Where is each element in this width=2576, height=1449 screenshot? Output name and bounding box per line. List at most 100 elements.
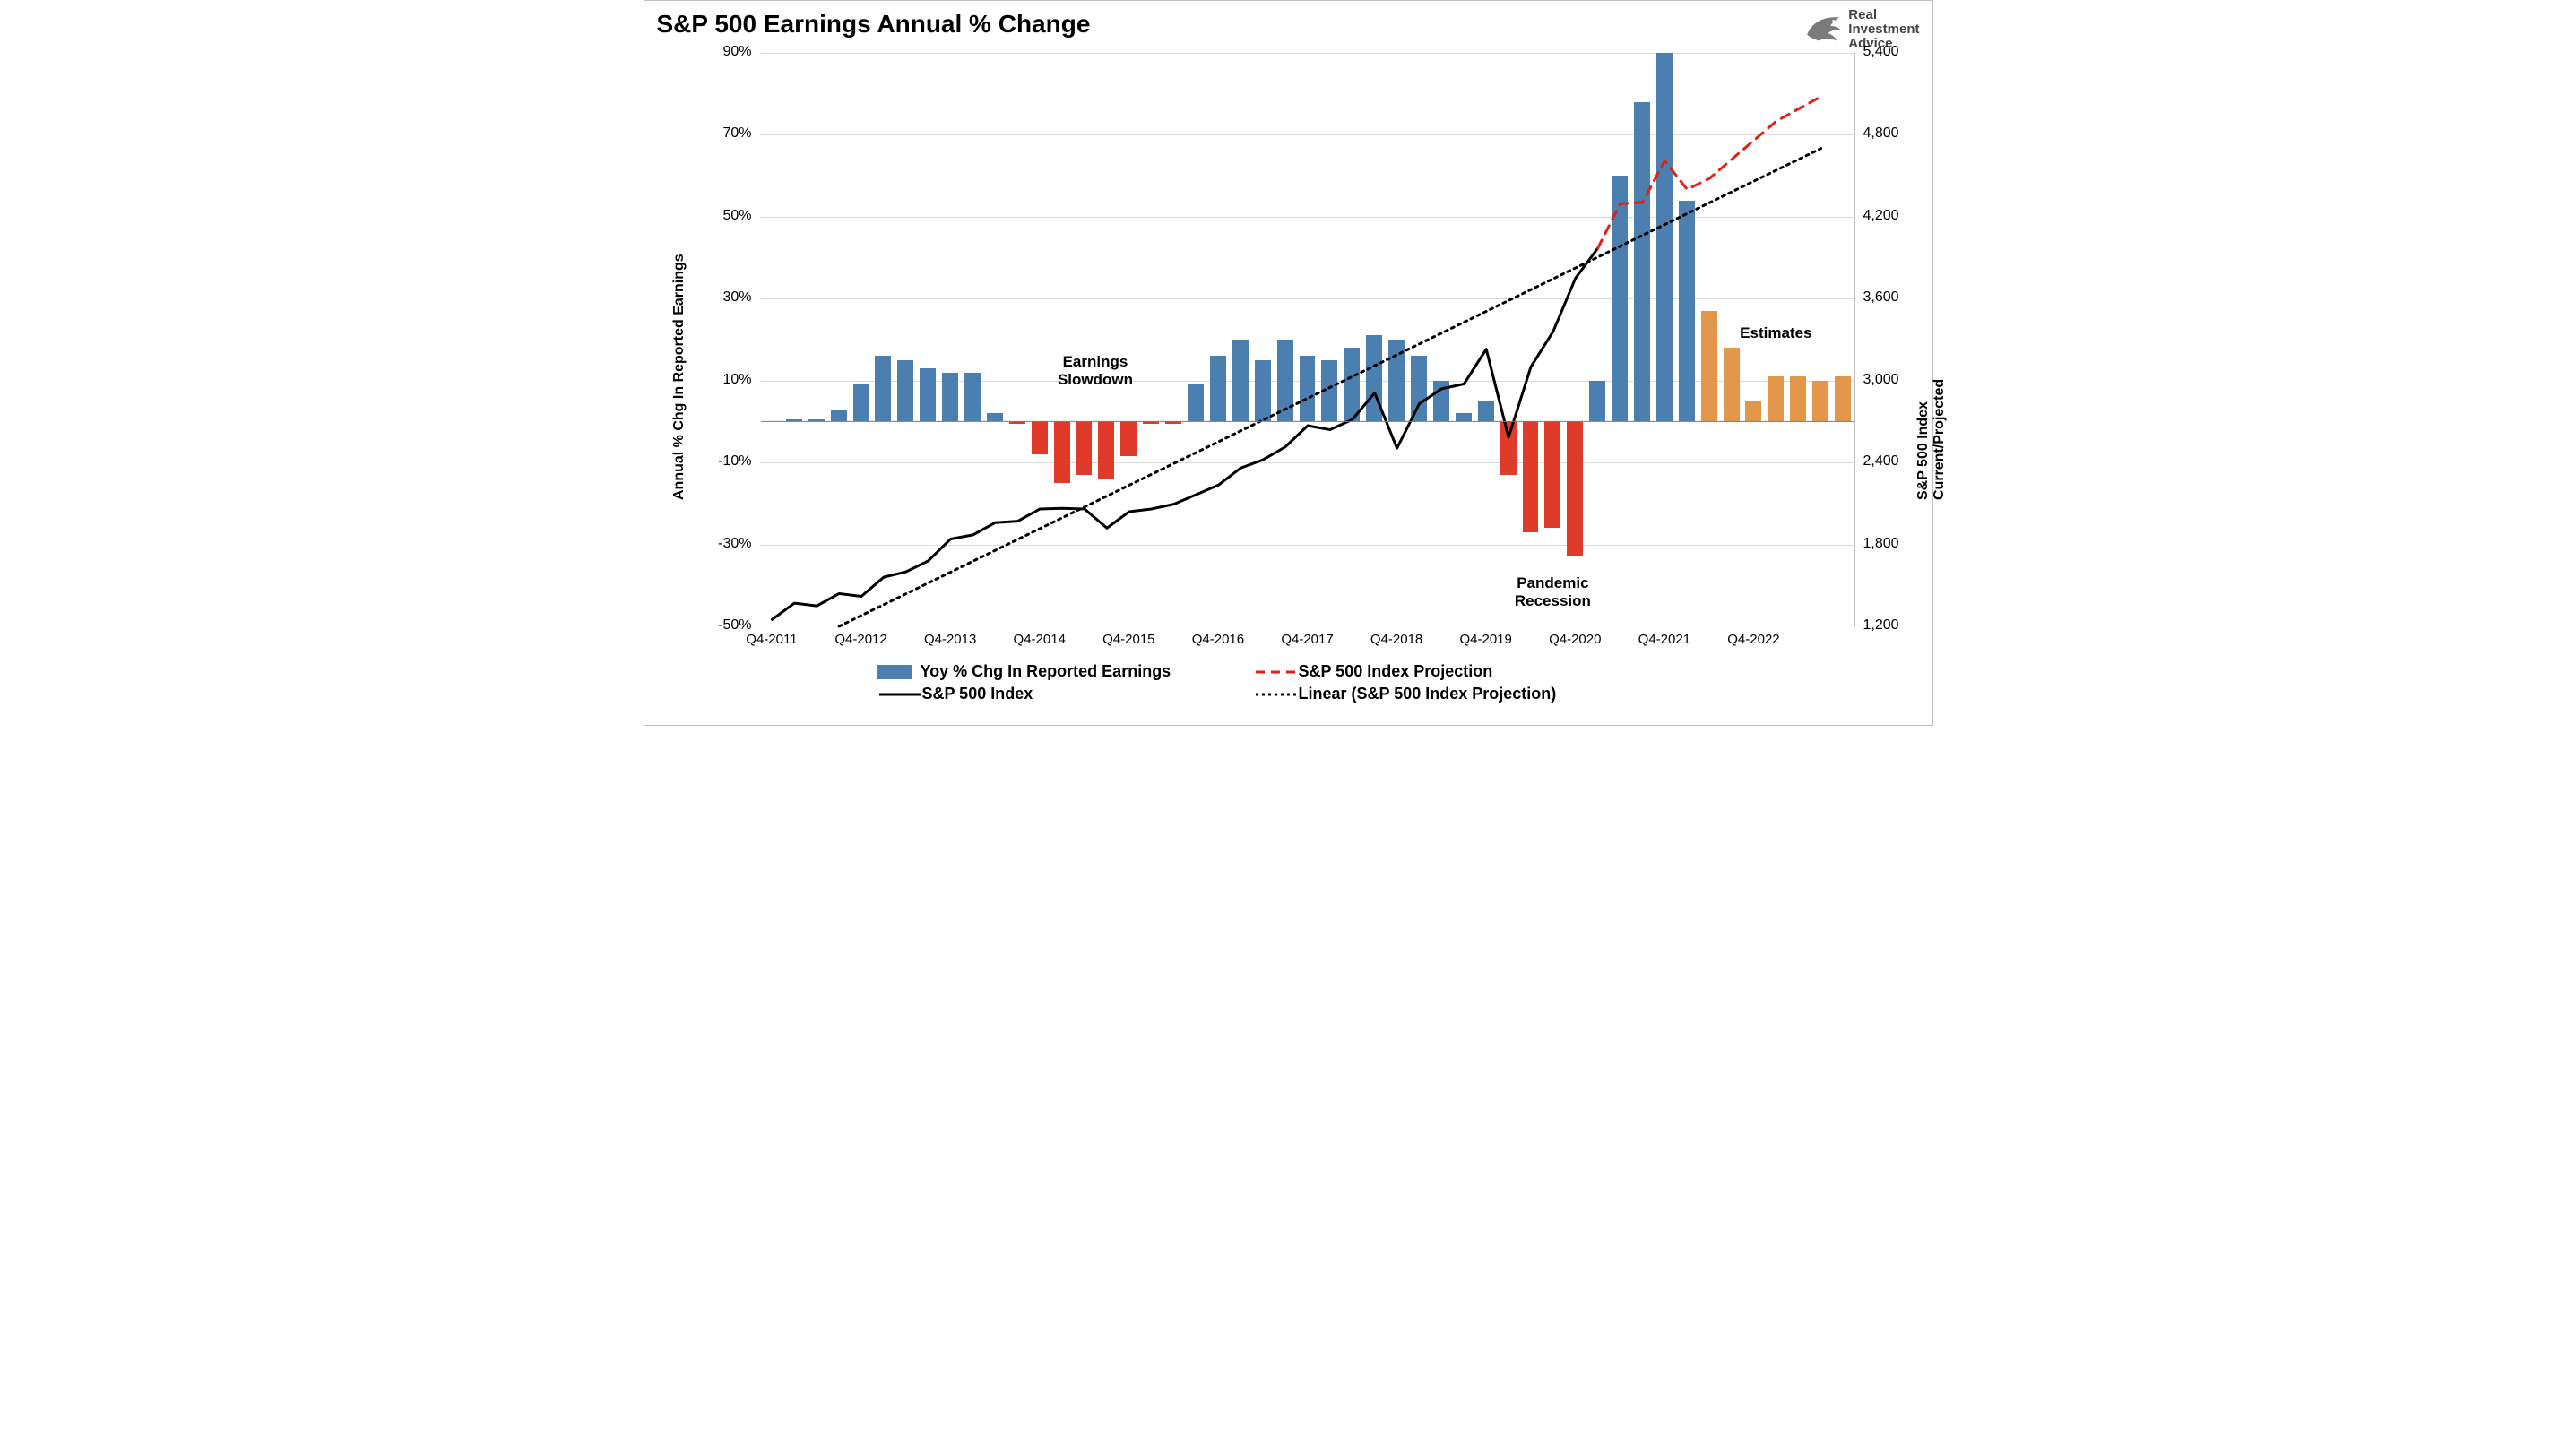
bar [1210,356,1226,421]
legend-item: Yoy % Chg In Reported Earnings [877,662,1218,681]
bar [808,419,825,421]
bar [1567,421,1583,556]
bar [875,356,891,421]
y-tick-right: 1,200 [1863,617,1899,634]
bar [1768,376,1784,421]
bar [1344,348,1360,421]
y-tick-right: 5,400 [1863,44,1899,60]
x-tick: Q4-2015 [1102,632,1154,647]
x-tick: Q4-2014 [1014,632,1066,647]
y-tick-right: 3,600 [1863,289,1899,306]
bar [1098,421,1114,479]
bar [1188,384,1204,421]
gridline [761,134,1854,135]
bar [964,373,981,422]
annotation: PandemicRecession [1490,574,1615,609]
y-axis-left-title: Annual % Chg In Reported Earnings [671,254,687,501]
legend-swatch [877,665,912,679]
bar [1478,401,1494,422]
y-tick-left: 10% [698,372,752,388]
gridline [761,545,1854,546]
bar [1523,421,1539,531]
bar [1388,340,1405,421]
y-tick-right: 3,000 [1863,372,1899,388]
bar [1232,340,1249,421]
x-tick: Q4-2021 [1638,632,1690,647]
brand-logo: Real Investment Advice [1803,8,1919,50]
bar [1456,413,1472,421]
bar [1790,376,1806,421]
y-axis-right-title: S&P 500 Index Current/Projected [1915,379,1948,500]
x-tick: Q4-2022 [1727,632,1779,647]
annotation: EarningsSlowdown [1033,353,1158,388]
x-tick: Q4-2016 [1192,632,1244,647]
bar [1366,335,1382,421]
bar [853,384,869,421]
bar [1054,421,1070,483]
y-tick-left: -10% [698,453,752,470]
chart-container: S&P 500 Earnings Annual % Change Real In… [644,0,1933,726]
bar [1255,360,1271,422]
bar [1433,381,1449,422]
legend-item: S&P 500 Index Projection [1254,662,1493,681]
bar [1277,340,1293,421]
bar [987,413,1003,421]
bar [1076,421,1093,474]
legend-line-icon [1254,687,1299,702]
y-tick-left: 70% [698,125,752,142]
legend-line-icon [877,687,922,702]
bar [1120,421,1137,456]
bar [1812,381,1828,422]
bar [1634,102,1650,422]
bar [920,368,936,421]
bar [1143,421,1159,423]
bar [1300,356,1316,421]
bar [1612,176,1628,421]
y-tick-right: 1,800 [1863,536,1899,552]
legend-label: S&P 500 Index [922,685,1033,703]
bar [1009,421,1025,423]
legend-label: Linear (S&P 500 Index Projection) [1299,685,1557,703]
legend-label: S&P 500 Index Projection [1299,662,1493,681]
x-tick: Q4-2020 [1549,632,1601,647]
bar [1656,53,1673,421]
bar [1679,201,1695,422]
y-tick-right: 2,400 [1863,453,1899,470]
y-tick-right: 4,800 [1863,125,1899,142]
y-tick-left: 30% [698,289,752,306]
legend-line-icon [1254,665,1299,679]
x-tick: Q4-2018 [1370,632,1422,647]
x-tick: Q4-2017 [1281,632,1333,647]
x-tick: Q4-2013 [924,632,976,647]
x-tick: Q4-2011 [746,632,797,647]
bar [897,360,913,422]
legend: Yoy % Chg In Reported Earnings S&P 500 In… [877,662,1915,707]
gridline [761,462,1854,463]
chart-title: S&P 500 Earnings Annual % Change [657,10,1091,39]
bar [1165,421,1181,423]
eagle-icon [1803,10,1843,49]
annotation: Estimates [1713,324,1838,342]
bar [1411,356,1427,421]
y-tick-left: 50% [698,208,752,224]
bar [1500,421,1517,474]
bar [831,410,847,422]
legend-label: Yoy % Chg In Reported Earnings [921,662,1171,681]
brand-text-line: Investment [1848,22,1919,37]
y-tick-left: 90% [698,44,752,60]
bar [1032,421,1048,454]
y-tick-right: 4,200 [1863,208,1899,224]
y-tick-left: -50% [698,617,752,634]
bar [1589,381,1605,422]
y-tick-left: -30% [698,536,752,552]
legend-item: Linear (S&P 500 Index Projection) [1254,685,1557,703]
bar [786,419,802,421]
legend-item: S&P 500 Index [877,685,1218,703]
bar [942,373,958,422]
bar [1321,360,1337,422]
bar [1835,376,1851,421]
x-tick: Q4-2019 [1459,632,1511,647]
gridline [761,53,1854,54]
x-tick: Q4-2012 [834,632,886,647]
bar [1745,401,1761,422]
